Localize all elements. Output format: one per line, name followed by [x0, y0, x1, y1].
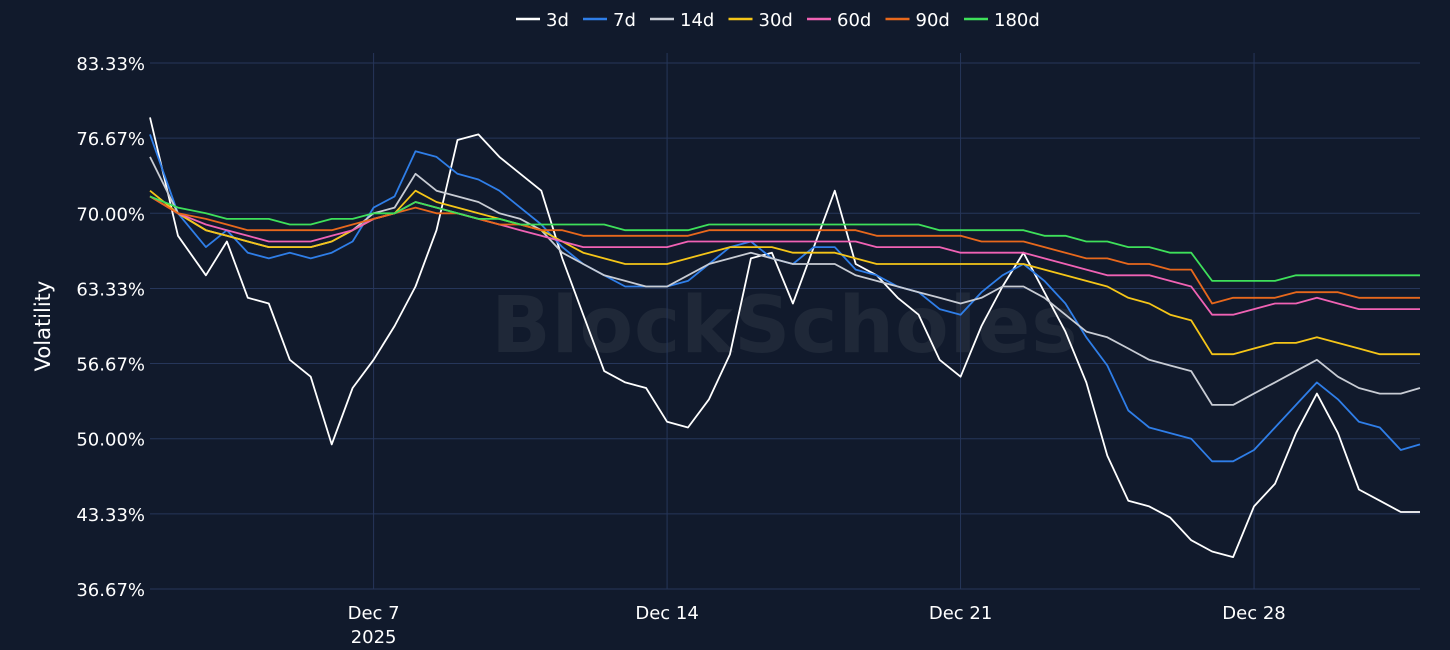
legend-item-14d[interactable]: 14d	[650, 10, 714, 31]
legend-label: 14d	[680, 10, 714, 31]
legend[interactable]: 3d 7d 14d 30d 60d 90d 180d	[516, 10, 1040, 31]
y-tick-label: 70.00%	[76, 204, 145, 225]
y-tick-label: 63.33%	[76, 279, 145, 300]
grid-lines	[150, 53, 1420, 590]
y-tick-label: 36.67%	[76, 580, 145, 601]
y-axis-ticks: 83.33% 76.67% 70.00% 63.33% 56.67% 50.00% 43.3…	[76, 54, 145, 601]
series-line-3d	[149, 117, 1420, 558]
y-tick-label: 43.33%	[76, 505, 145, 526]
x-axis-ticks: Dec 7 2025 Dec 14 Dec 21 Dec 28	[348, 603, 1286, 648]
y-tick-label: 50.00%	[76, 430, 145, 451]
legend-item-30d[interactable]: 30d	[728, 10, 793, 31]
legend-label: 30d	[759, 10, 793, 31]
y-tick-label: 76.67%	[76, 129, 145, 150]
legend-label: 7d	[613, 10, 636, 31]
legend-item-90d[interactable]: 90d	[885, 10, 950, 31]
legend-label: 3d	[546, 10, 569, 31]
x-tick-label: Dec 21	[929, 603, 992, 624]
legend-item-3d[interactable]: 3d	[516, 10, 569, 31]
x-tick-label: Dec 7	[348, 603, 400, 624]
legend-item-180d[interactable]: 180d	[964, 10, 1040, 31]
y-tick-label: 56.67%	[76, 355, 145, 376]
legend-label: 180d	[994, 10, 1040, 31]
x-tick-year-label: 2025	[351, 627, 397, 648]
series-line-180d	[149, 195, 1420, 282]
legend-label: 90d	[916, 10, 950, 31]
y-tick-label: 83.33%	[76, 54, 145, 75]
series-line-90d	[149, 195, 1420, 305]
series-lines	[149, 117, 1421, 558]
x-tick-label: Dec 14	[635, 603, 698, 624]
legend-item-60d[interactable]: 60d	[807, 10, 871, 31]
watermark: BlockScholes	[491, 281, 1078, 371]
x-tick-label: Dec 28	[1222, 603, 1285, 624]
y-axis-title: Volatility	[31, 281, 55, 372]
legend-item-7d[interactable]: 7d	[583, 10, 636, 31]
legend-label: 60d	[837, 10, 871, 31]
